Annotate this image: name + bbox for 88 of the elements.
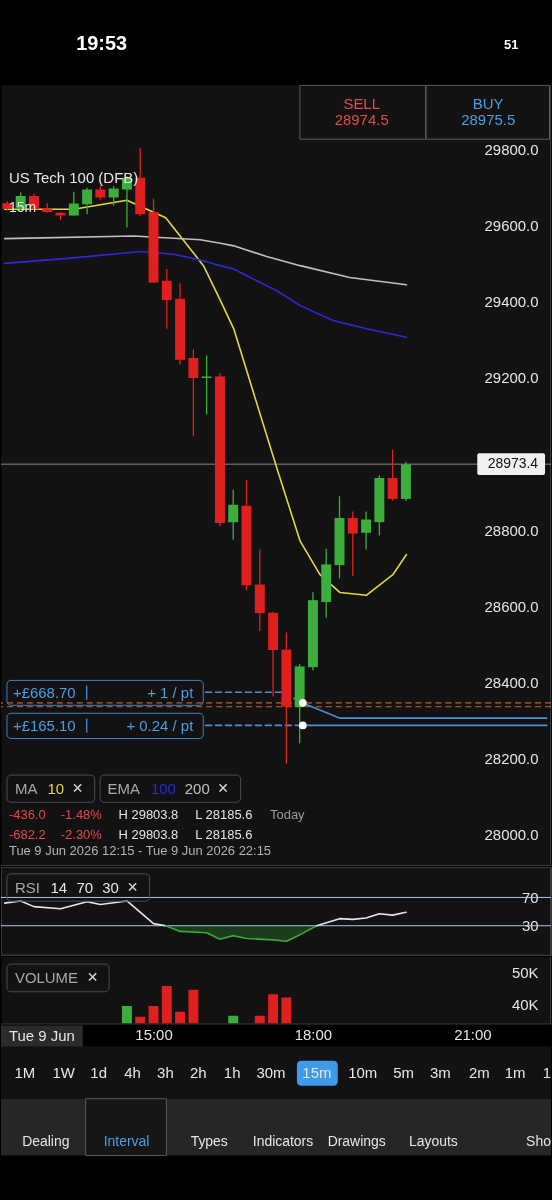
text: Types bbox=[190, 1132, 228, 1149]
text: 2h bbox=[189, 1063, 207, 1081]
annotation: -436.0 bbox=[8, 807, 46, 823]
y-tick-label: 29600.0 bbox=[484, 217, 539, 235]
annotation: 14 bbox=[50, 878, 68, 896]
y-tick-label: 28000.0 bbox=[484, 826, 539, 844]
line-series bbox=[3, 900, 167, 927]
annotation: RSI bbox=[14, 878, 40, 896]
text: 4h bbox=[124, 1063, 141, 1081]
annotation: ✕ bbox=[217, 779, 230, 796]
text: Sho bbox=[526, 1132, 552, 1149]
y-tick-label: 29400.0 bbox=[484, 293, 539, 311]
annotation: ✕ bbox=[126, 878, 139, 895]
annotation: 28975.5 bbox=[461, 111, 516, 129]
line-series bbox=[3, 235, 408, 286]
line-series bbox=[3, 250, 408, 338]
text: 1W bbox=[52, 1063, 76, 1081]
y-tick-label: 50K bbox=[511, 964, 539, 982]
annotation: L 28185.6 bbox=[195, 807, 253, 823]
annotation: -682.2 bbox=[8, 826, 46, 842]
line-series bbox=[315, 911, 407, 927]
y-tick-label: 29200.0 bbox=[484, 369, 539, 387]
text: 1M bbox=[14, 1063, 36, 1081]
text: 1h bbox=[223, 1063, 241, 1081]
candlestick bbox=[82, 186, 93, 215]
annotation: 70 bbox=[76, 878, 94, 896]
annotation: L 28185.6 bbox=[195, 826, 253, 842]
ref-line-label: 28973.4 bbox=[487, 455, 539, 472]
text: 51 bbox=[503, 37, 519, 52]
y-tick-label: 28800.0 bbox=[484, 521, 539, 539]
candlestick bbox=[108, 185, 119, 207]
annotation: VOLUME bbox=[14, 969, 79, 987]
candlestick bbox=[347, 510, 358, 577]
annotation: MA bbox=[14, 779, 38, 797]
line-series bbox=[3, 199, 408, 597]
y-tick-label: 28600.0 bbox=[484, 597, 539, 615]
annotation: BUY bbox=[472, 95, 504, 113]
annotation: +£668.70 bbox=[12, 684, 76, 702]
annotation: + 0.24 / pt bbox=[126, 717, 195, 735]
text: Interval bbox=[103, 1132, 150, 1149]
y-tick-label: 29800.0 bbox=[484, 141, 539, 159]
annotation: + 1 / pt bbox=[147, 684, 195, 702]
text: 3m bbox=[430, 1063, 451, 1081]
annotation: SELL bbox=[343, 95, 380, 113]
annotation: ✕ bbox=[71, 779, 84, 796]
candlestick bbox=[188, 348, 199, 437]
annotation: +£165.10 bbox=[12, 717, 76, 735]
x-tick-label: 18:00 bbox=[294, 1025, 333, 1043]
text: 19:53 bbox=[76, 32, 128, 54]
text: Dealing bbox=[22, 1132, 70, 1149]
annotation: H 29803.8 bbox=[118, 807, 179, 823]
text: 3h bbox=[157, 1063, 174, 1081]
y-tick-label: 40K bbox=[511, 996, 539, 1014]
text: 5m bbox=[393, 1063, 414, 1081]
annotation: H 29803.8 bbox=[118, 826, 179, 842]
candlestick bbox=[228, 489, 239, 541]
annotation: ✕ bbox=[86, 969, 99, 986]
x-tick-label: 15:00 bbox=[135, 1025, 173, 1043]
candlestick bbox=[201, 354, 212, 416]
text: 1m bbox=[504, 1063, 526, 1081]
annotation: 30 bbox=[102, 878, 119, 896]
annotation: Today bbox=[270, 807, 306, 823]
text: Drawings bbox=[327, 1132, 386, 1149]
text: 2m bbox=[468, 1063, 490, 1081]
text: 100 bbox=[150, 779, 176, 797]
text: 10m bbox=[348, 1063, 378, 1081]
annotation: EMA bbox=[107, 779, 141, 797]
candlestick bbox=[387, 449, 398, 502]
candlestick bbox=[161, 268, 172, 330]
y-tick-label: 28200.0 bbox=[484, 749, 539, 767]
text: 15m bbox=[302, 1063, 332, 1081]
text: 200 bbox=[184, 779, 210, 797]
text: US Tech 100 (DFB) bbox=[8, 168, 139, 186]
annotation: -2.30% bbox=[60, 826, 103, 842]
y-tick-label: 28400.0 bbox=[484, 673, 539, 691]
annotation: 28974.5 bbox=[334, 111, 389, 129]
candlestick bbox=[361, 510, 372, 551]
text: 30m bbox=[256, 1063, 286, 1081]
text: 15m bbox=[8, 199, 37, 216]
text: 10 bbox=[47, 779, 65, 797]
text: 1d bbox=[90, 1063, 107, 1081]
text: Tue 9 Jun bbox=[8, 1027, 75, 1045]
annotation: -1.48% bbox=[60, 807, 103, 823]
x-tick-label: 21:00 bbox=[454, 1025, 492, 1043]
text: Indicators bbox=[252, 1132, 314, 1149]
text: Layouts bbox=[409, 1132, 458, 1149]
annotation: Tue 9 Jun 2026 12:15 - Tue 9 Jun 2026 22:15 bbox=[8, 843, 272, 859]
text: 1 bbox=[542, 1063, 552, 1081]
